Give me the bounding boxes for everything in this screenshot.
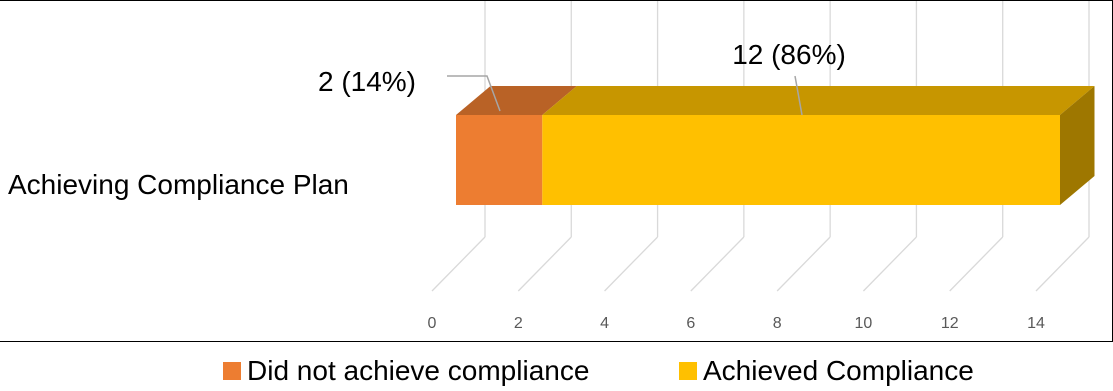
floor-gridline (690, 236, 745, 292)
legend-item-did-not-achieve: Did not achieve compliance (223, 355, 589, 387)
x-tick-label: 10 (855, 315, 873, 332)
floor-gridline (431, 236, 486, 292)
legend: Did not achieve compliance Achieved Comp… (0, 345, 1113, 391)
x-axis-ticks: 0 2 4 6 8 10 12 14 (428, 315, 1045, 332)
x-tick-label: 4 (600, 315, 609, 332)
data-label: 2 (14%) (318, 66, 416, 97)
bar-top-face (542, 86, 1095, 115)
legend-item-achieved: Achieved Compliance (679, 355, 974, 387)
legend-label: Achieved Compliance (703, 355, 974, 386)
x-tick-label: 2 (514, 315, 523, 332)
bar-segment-0 (456, 115, 543, 205)
bar-side-face (1060, 86, 1095, 205)
floor-gridline (949, 236, 1004, 292)
bar-segment-1 (542, 115, 1060, 205)
legend-label: Did not achieve compliance (247, 355, 590, 386)
floor-gridline (604, 236, 659, 292)
x-tick-label: 0 (428, 315, 437, 332)
category-label: Achieving Compliance Plan (8, 169, 349, 200)
data-labels: 2 (14%) 12 (86%) (318, 39, 846, 116)
floor-gridline (776, 236, 831, 292)
x-tick-label: 14 (1027, 315, 1045, 332)
bars (456, 86, 1095, 205)
legend-swatch-orange (223, 362, 241, 380)
x-tick-label: 12 (941, 315, 959, 332)
floor-gridline (1035, 236, 1090, 292)
floor-gridline (517, 236, 572, 292)
legend-swatch-yellow (679, 362, 697, 380)
chart-area: 0 2 4 6 8 10 12 14 2 (14%) 12 (86%) Achieving Co… (0, 0, 1113, 342)
data-label-leader (794, 75, 803, 116)
chart-svg: 0 2 4 6 8 10 12 14 2 (14%) 12 (86%) Achieving Co… (8, 1, 1095, 332)
data-label: 12 (86%) (732, 39, 846, 70)
bar-top-face (456, 86, 577, 115)
data-label-leader (447, 75, 501, 112)
floor-gridline (862, 236, 917, 292)
x-tick-label: 6 (686, 315, 695, 332)
x-tick-label: 8 (773, 315, 782, 332)
